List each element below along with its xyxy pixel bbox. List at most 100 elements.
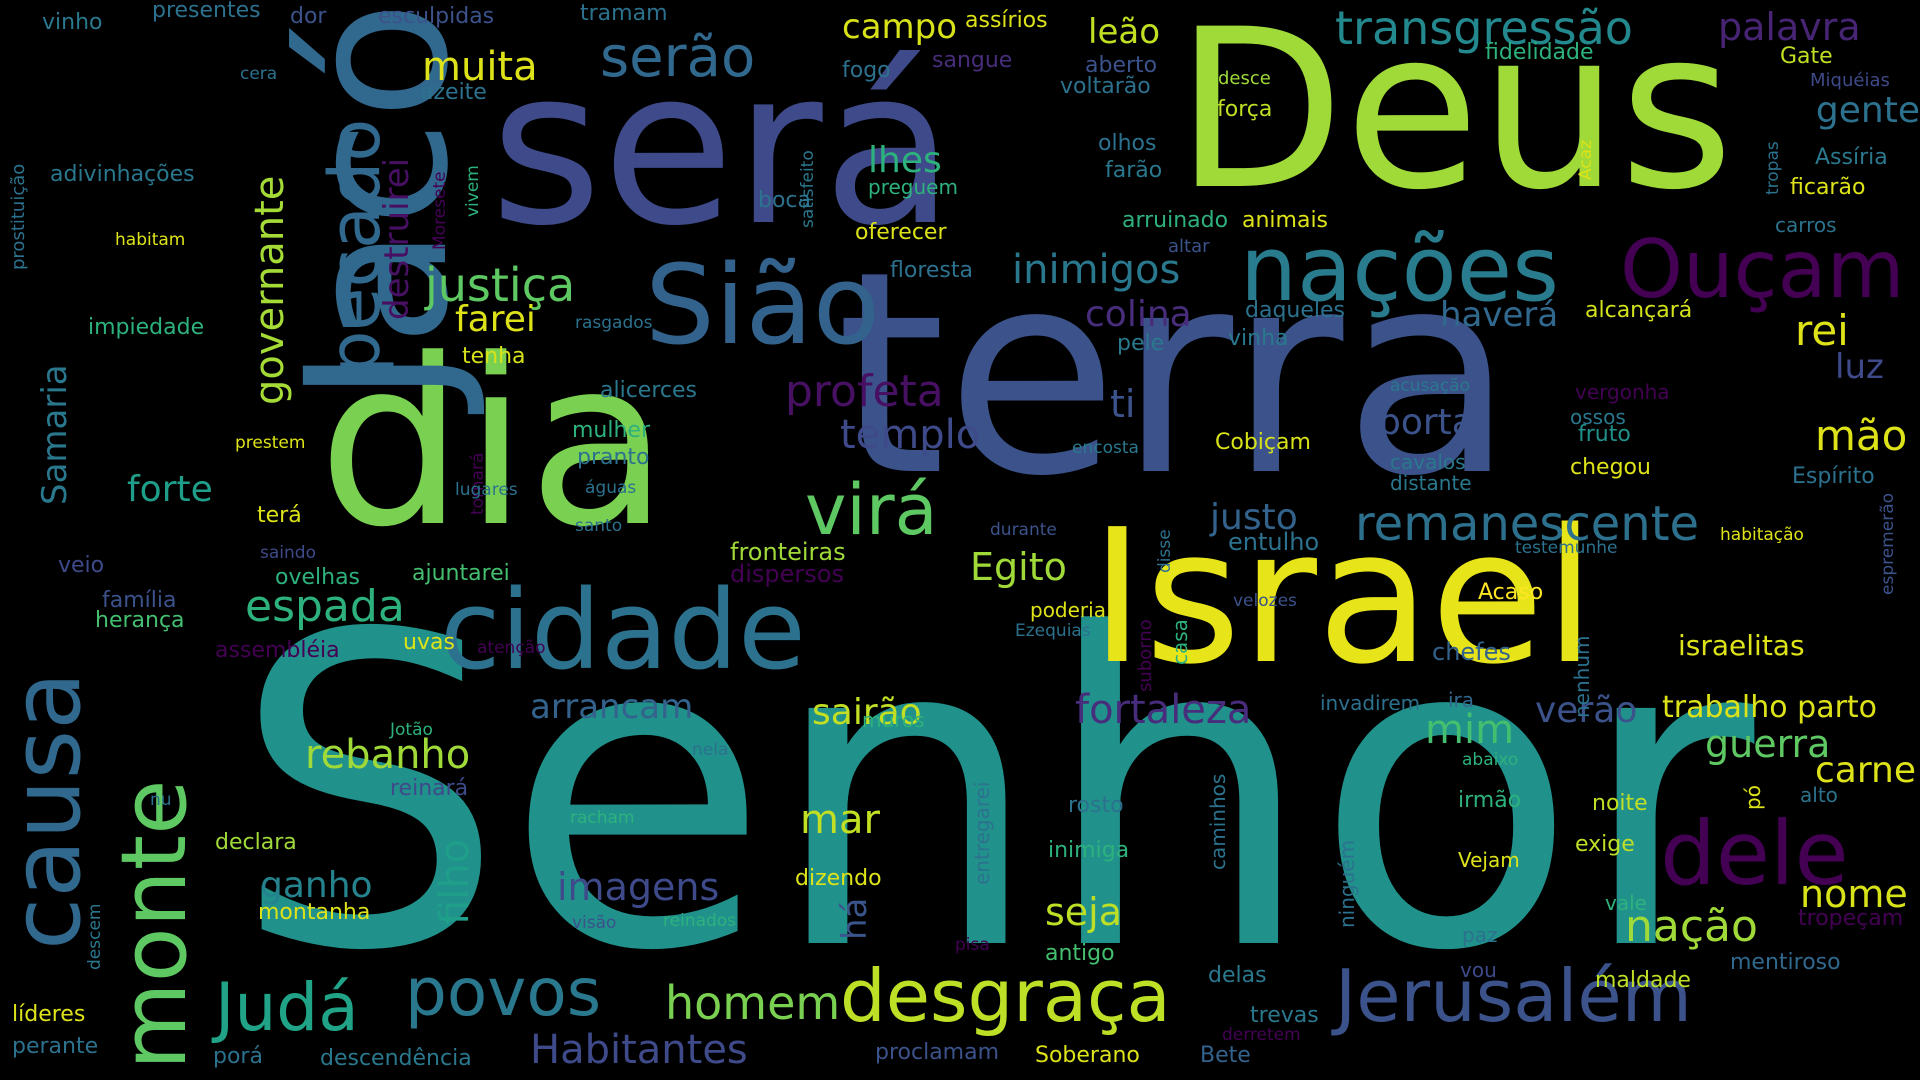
word: nome [1800, 872, 1908, 916]
word: saindo [260, 543, 316, 563]
word: satisfeito [798, 150, 818, 228]
word: voltarão [1060, 74, 1151, 99]
word: rei [1795, 306, 1849, 355]
word: virá [805, 469, 938, 551]
word: reinará [390, 776, 469, 801]
word: santo [575, 516, 623, 536]
word: fidelidade [1485, 40, 1594, 65]
word: mentiroso [1730, 950, 1841, 975]
word: Acaz [1576, 139, 1596, 180]
word: chegou [1570, 455, 1651, 480]
word: perante [12, 1034, 99, 1059]
word: povos [405, 954, 602, 1031]
word: líderes [12, 1002, 86, 1027]
word: habitação [1720, 525, 1804, 545]
word: arrancam [530, 687, 694, 727]
word: prostituição [8, 163, 29, 270]
word: Soberano [1035, 1043, 1140, 1068]
word: ninguém [1335, 839, 1359, 928]
word: declara [215, 830, 297, 855]
word: pó [1741, 785, 1765, 810]
word: farei [455, 299, 536, 340]
word: esculpidas [378, 4, 495, 29]
word: Samaria [35, 364, 75, 505]
word: Bete [1200, 1043, 1251, 1068]
word: entregarei [970, 781, 994, 885]
word: trevas [1250, 1003, 1319, 1028]
word: aberto [1085, 53, 1158, 78]
word: preguem [868, 175, 958, 199]
word: lhes [868, 140, 942, 181]
word: imagens [557, 865, 720, 909]
word: verão [1535, 690, 1638, 731]
word: Israel [1090, 489, 1596, 705]
word: pranto [577, 445, 650, 470]
word: nações [1240, 217, 1559, 322]
word: rebanho [305, 732, 471, 778]
word: arruinado [1122, 208, 1229, 233]
word: altar [1168, 236, 1210, 257]
word: ovelhas [275, 565, 361, 590]
word: sairão [812, 692, 922, 733]
word: muita [422, 44, 538, 90]
word: irmão [1458, 788, 1522, 813]
word: terra [836, 212, 1515, 538]
word: velozes [1233, 591, 1297, 611]
word: luz [1835, 347, 1884, 387]
word: dia [318, 311, 669, 578]
word: Jerusalém [1335, 954, 1692, 1038]
word: Senhor [232, 545, 1755, 1045]
word: habitam [115, 230, 186, 250]
word: muros [862, 708, 925, 732]
word: fronteiras [730, 538, 846, 566]
word: nação [1625, 901, 1758, 952]
word: oferecer [855, 220, 947, 245]
word: herança [95, 608, 185, 633]
word: nenhum [1570, 635, 1594, 719]
word: monte [102, 779, 207, 1070]
word: abaixo [1462, 750, 1519, 770]
word: veio [58, 553, 105, 578]
word: visão [572, 913, 617, 933]
word: alcançará [1585, 298, 1693, 323]
word: prestem [235, 433, 306, 453]
word: poderia [1030, 598, 1106, 622]
word: justo [1210, 497, 1298, 538]
word: alicerces [600, 378, 697, 403]
word: Jotão [390, 720, 433, 740]
word: Sião [645, 241, 881, 369]
word: fortaleza [1075, 687, 1252, 733]
word: mão [1815, 411, 1908, 460]
word: dor [290, 4, 327, 29]
word: filho [432, 838, 478, 925]
word: ossos [1570, 405, 1626, 429]
word: acusação [1390, 376, 1470, 396]
word: invadirem [1320, 691, 1421, 715]
word: exige [1575, 832, 1635, 857]
word: cidade [440, 566, 806, 694]
word: animais [1242, 208, 1329, 233]
word: desgraça [840, 954, 1171, 1038]
word: mim [1425, 707, 1515, 753]
word: uvas [403, 630, 455, 655]
word: tropeçam [1798, 906, 1904, 931]
word: antigo [1045, 941, 1115, 966]
word: derretem [1222, 1025, 1301, 1045]
word: testemunhe [1515, 538, 1618, 558]
word: ganho [260, 865, 373, 906]
word: israelitas [1678, 629, 1805, 662]
word: família [102, 588, 177, 613]
word: montanha [258, 900, 371, 925]
word: governante [247, 175, 293, 405]
word: palavra [1718, 5, 1861, 49]
word: colina [1085, 294, 1192, 335]
word: assembléia [215, 638, 340, 663]
word: dizendo [795, 866, 882, 891]
word: ficarão [1790, 175, 1866, 200]
word: Espírito [1792, 464, 1875, 489]
word: encosta [1072, 438, 1139, 458]
word: Judá [215, 969, 359, 1046]
word: Deus [1175, 0, 1734, 238]
word: racham [570, 808, 635, 828]
